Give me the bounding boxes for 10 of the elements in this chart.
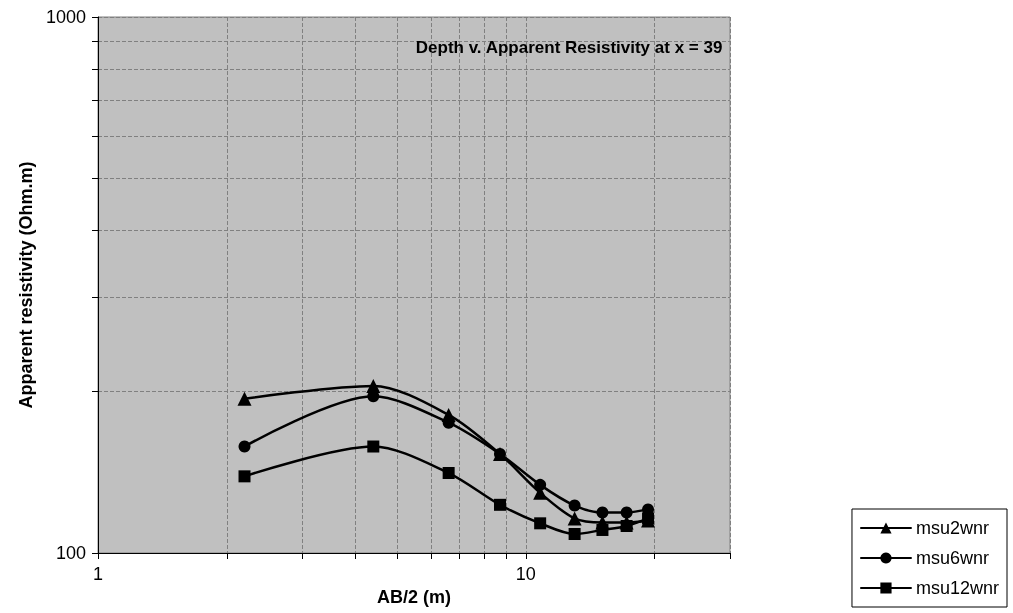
x-tick-label: 1	[92, 564, 104, 584]
y-tick-label: 1000	[45, 7, 86, 27]
y-tick-label: 100	[55, 543, 86, 563]
text: Depth v. Apparent Resistivity at x = 39	[415, 38, 723, 57]
legend-label: msu2wnr	[915, 518, 989, 538]
legend-label: msu6wnr	[915, 548, 989, 568]
x-tick-label: 10	[515, 564, 536, 584]
y-axis-title: Apparent resistivity (Ohm.m)	[16, 161, 37, 409]
legend-label: msu12wnr	[915, 578, 1000, 598]
x-axis-title: AB/2 (m)	[376, 586, 452, 607]
